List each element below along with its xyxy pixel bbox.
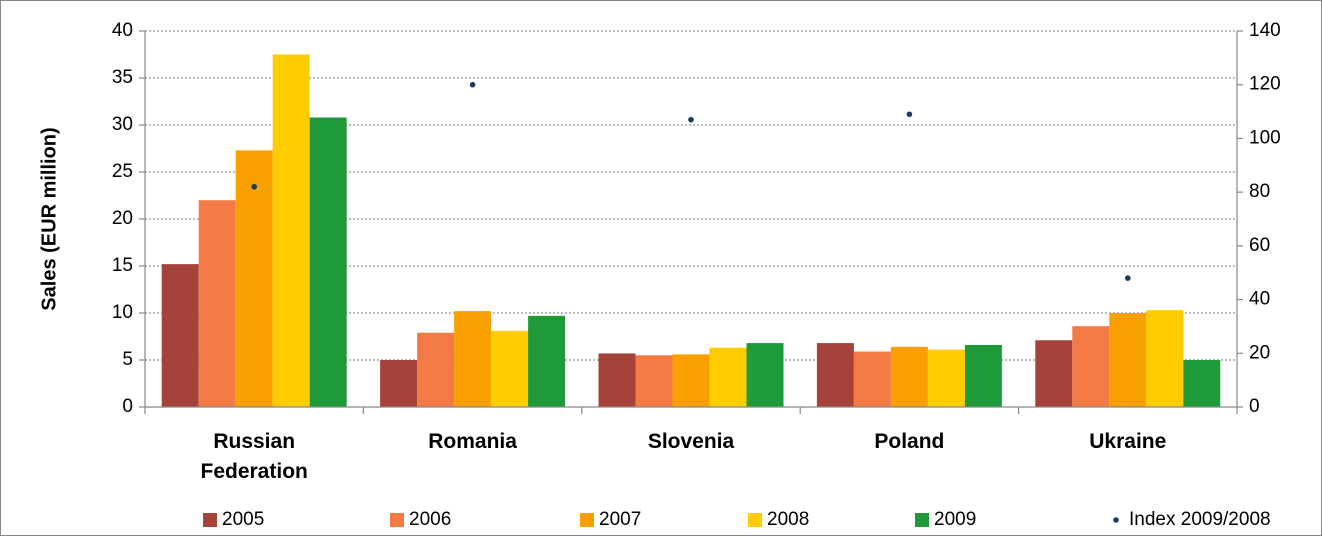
legend-marker: [1113, 517, 1119, 523]
y-tick-label: 0: [122, 396, 133, 417]
index-point: [251, 183, 257, 190]
bar: [1035, 340, 1073, 407]
bar: [964, 344, 1002, 407]
x-tick-label: Russian Federation: [200, 430, 308, 483]
bar: [417, 332, 455, 407]
legend-label: 2009: [934, 509, 976, 530]
x-tick-label-box: Russian Federation: [200, 430, 308, 483]
y2-tick-label: 40: [1249, 289, 1270, 310]
x-tick-label: Romania: [428, 430, 517, 453]
x-tick-label: Poland: [874, 430, 945, 453]
y2-tick-label: 120: [1249, 74, 1281, 95]
bar: [1146, 310, 1184, 407]
bar: [309, 117, 347, 407]
x-tick-label-box: Slovenia: [647, 430, 735, 453]
bar: [635, 355, 673, 407]
legend-label: 2007: [599, 509, 641, 530]
bar: [528, 315, 566, 407]
y-tick-label: 40: [112, 20, 133, 41]
bar: [1183, 360, 1221, 407]
bar: [816, 343, 854, 407]
index-point: [906, 111, 913, 118]
bar: [672, 354, 710, 407]
legend-swatch: [915, 513, 929, 527]
y-tick-label: 35: [112, 67, 133, 88]
bar: [272, 54, 310, 407]
bar: [853, 351, 891, 407]
y-tick-label: 25: [112, 161, 133, 182]
y-tick-label: 15: [112, 255, 133, 276]
bar: [1109, 313, 1147, 407]
bar: [454, 311, 492, 407]
bar: [380, 360, 418, 407]
bar: [927, 349, 965, 407]
legend-swatch: [580, 513, 594, 527]
y2-tick-label: 20: [1249, 342, 1270, 363]
y2-tick-label: 100: [1249, 127, 1281, 148]
legend-swatch: [390, 513, 404, 527]
index-point: [1125, 275, 1131, 281]
bar: [491, 330, 529, 407]
bar: [1072, 326, 1110, 407]
legend-swatch: [203, 513, 217, 527]
bar: [746, 343, 784, 407]
legend-label: Index 2009/2008: [1129, 509, 1271, 530]
y-tick-label: 5: [122, 349, 133, 370]
x-tick-label-box: Romania: [428, 430, 517, 453]
index-point: [469, 81, 476, 88]
y2-tick-label: 60: [1249, 235, 1270, 256]
x-tick-label: Slovenia: [647, 430, 735, 453]
x-tick-label-box: Ukraine: [1089, 430, 1167, 453]
bar: [235, 150, 273, 407]
legend-label: 2008: [767, 509, 809, 530]
legend-label: 2006: [409, 509, 451, 530]
index-point: [688, 116, 694, 123]
bar: [890, 346, 928, 407]
x-tick-label: Ukraine: [1089, 430, 1167, 453]
y2-tick-label: 140: [1249, 20, 1281, 41]
y-tick-label: 20: [112, 208, 133, 229]
legend-label: 2005: [222, 509, 264, 530]
bar: [161, 264, 199, 407]
y2-tick-label: 80: [1249, 181, 1270, 202]
bar: [709, 347, 747, 407]
y-tick-label: 10: [112, 302, 133, 323]
y2-tick-label: 0: [1249, 396, 1260, 417]
y-axis-label: Sales (EUR million): [38, 127, 60, 310]
x-tick-label-box: Poland: [874, 430, 945, 453]
y-tick-label: 30: [112, 114, 133, 135]
bar: [198, 200, 236, 407]
bar: [598, 353, 636, 407]
legend-swatch: [748, 513, 762, 527]
